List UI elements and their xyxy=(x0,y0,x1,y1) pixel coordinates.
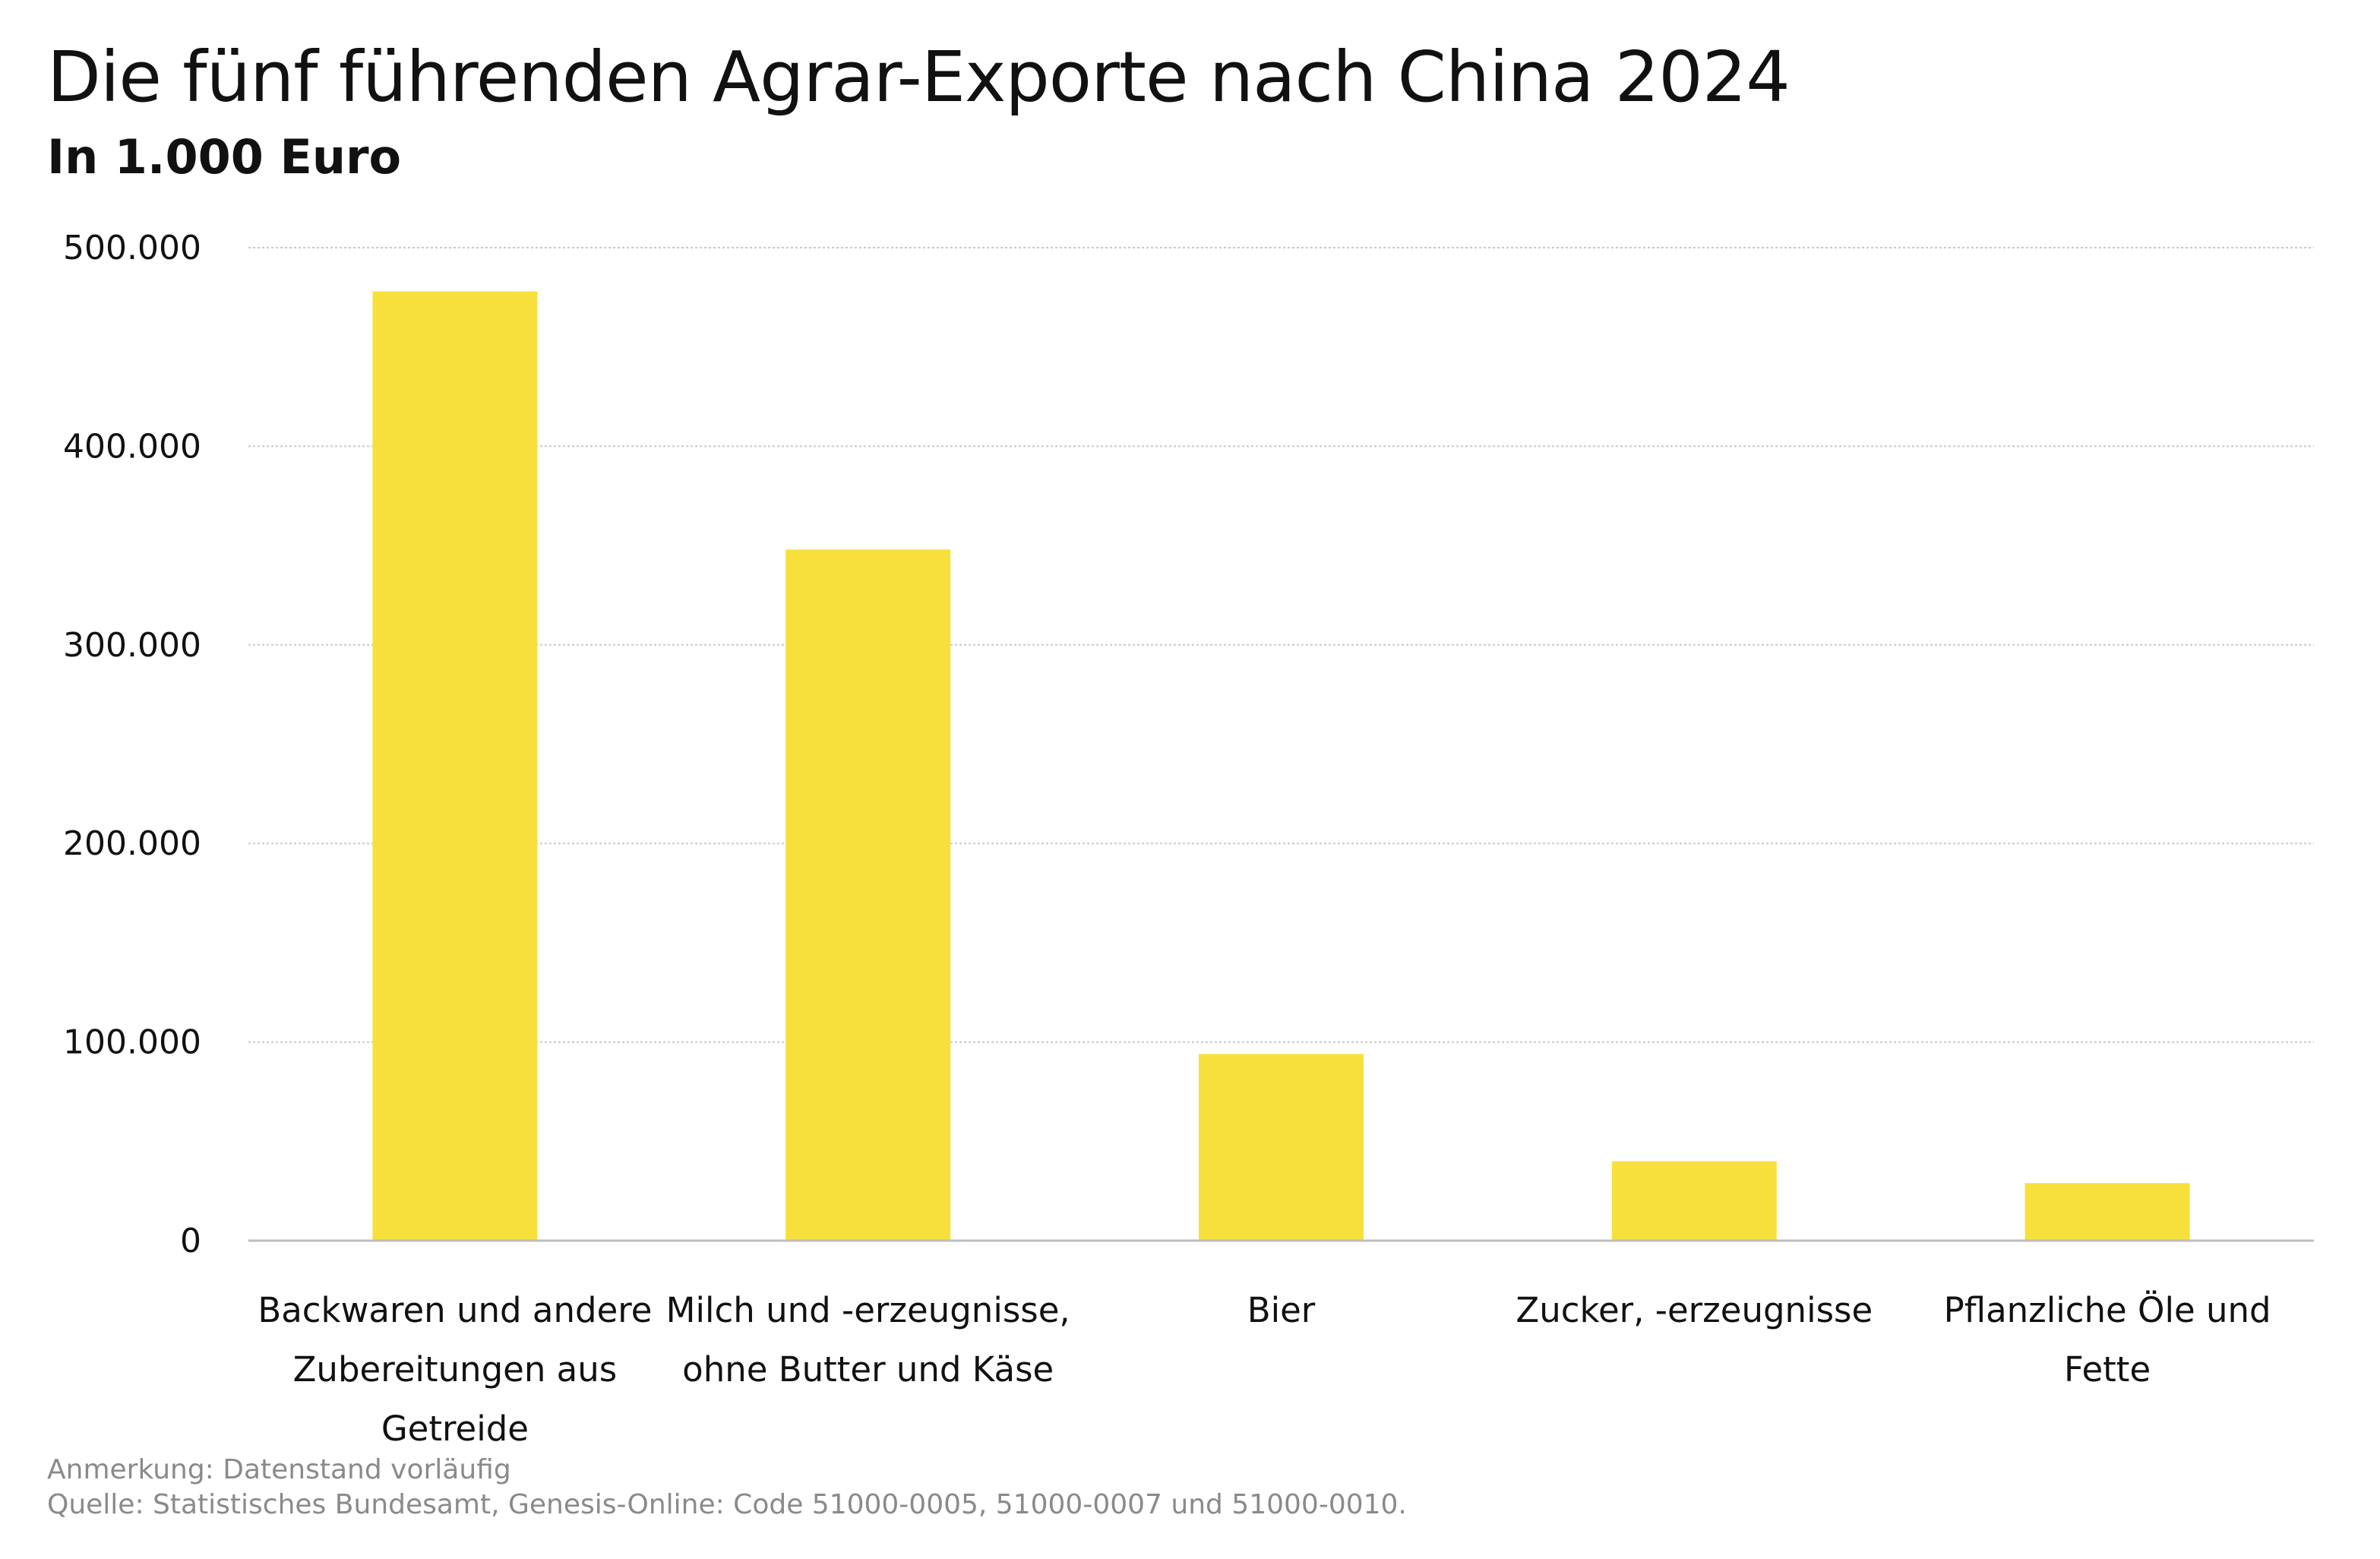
x-category-label: ohne Butter und Käse xyxy=(682,1349,1054,1390)
bar xyxy=(372,291,538,1241)
bar xyxy=(1199,1054,1364,1241)
x-category-label: Getreide xyxy=(381,1409,529,1449)
x-category-label: Zubereitungen aus xyxy=(293,1349,618,1390)
footer-note: Anmerkung: Datenstand vorläufig xyxy=(47,1454,511,1485)
y-tick-label: 100.000 xyxy=(63,1023,201,1062)
bar xyxy=(1611,1161,1777,1241)
y-tick-label: 400.000 xyxy=(63,427,201,466)
x-category-label: Pflanzliche Öle und xyxy=(1944,1290,2271,1330)
x-category-label: Milch und -erzeugnisse, xyxy=(666,1290,1070,1330)
bar xyxy=(2024,1183,2190,1241)
y-tick-label: 300.000 xyxy=(63,626,201,665)
x-category-label: Fette xyxy=(2064,1349,2151,1390)
y-tick-label: 500.000 xyxy=(63,229,201,267)
bar xyxy=(785,549,951,1241)
footer-source: Quelle: Statistisches Bundesamt, Genesis… xyxy=(47,1489,1407,1520)
x-category-label: Backwaren und andere xyxy=(258,1290,652,1330)
chart-title: Die fünf führenden Agrar-Exporte nach Ch… xyxy=(47,36,1791,118)
y-tick-label: 0 xyxy=(180,1222,201,1260)
y-tick-label: 200.000 xyxy=(63,824,201,863)
x-category-label: Bier xyxy=(1247,1290,1316,1330)
chart-footer: Anmerkung: Datenstand vorläufig Quelle: … xyxy=(47,1453,1407,1523)
x-category-label: Zucker, -erzeugnisse xyxy=(1516,1290,1873,1330)
chart-subtitle: In 1.000 Euro xyxy=(47,129,402,185)
